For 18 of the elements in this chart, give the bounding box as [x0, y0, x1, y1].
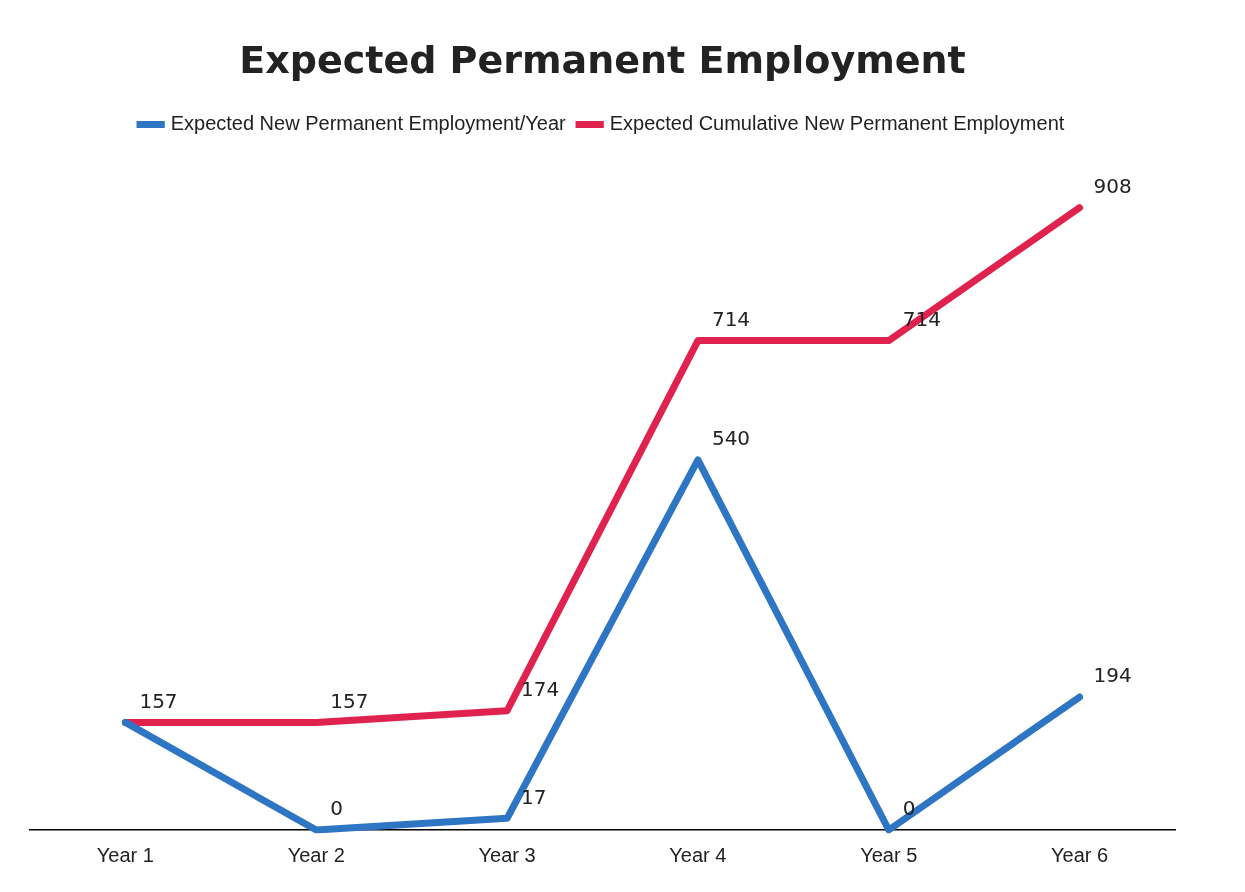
data-label: 0: [330, 796, 343, 821]
data-label: 157: [139, 688, 178, 713]
data-label: 908: [1093, 173, 1132, 198]
data-label: 157: [330, 688, 369, 713]
chart-title: Expected Permanent Employment: [239, 37, 966, 82]
data-label: 174: [521, 676, 560, 701]
x-tick-label: Year 6: [1051, 843, 1109, 866]
x-tick-label: Year 3: [478, 843, 536, 866]
data-label: 540: [711, 426, 751, 451]
data-label: 17: [521, 784, 547, 809]
data-label: 714: [711, 306, 751, 331]
x-tick-label: Year 1: [96, 843, 154, 866]
x-tick-label: Year 5: [860, 843, 918, 866]
x-tick-label: Year 2: [287, 843, 345, 866]
legend-label: Expected New Permanent Employment/Year: [170, 112, 567, 135]
data-label: 194: [1093, 663, 1132, 688]
legend-label: Expected Cumulative New Permanent Employment: [609, 112, 1065, 135]
x-tick-label: Year 4: [669, 843, 727, 866]
